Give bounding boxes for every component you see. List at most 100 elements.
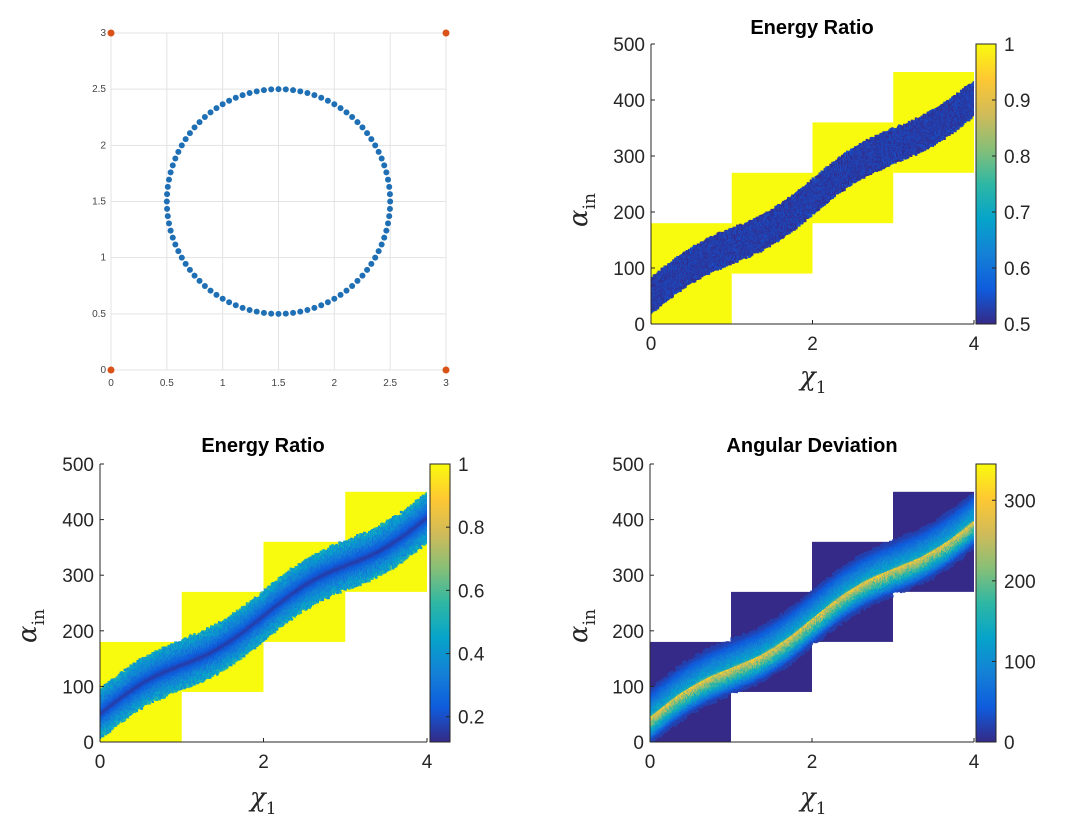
circle-point: [233, 95, 239, 101]
circle-point: [165, 213, 171, 219]
circle-point: [349, 283, 355, 289]
circle-point: [179, 142, 185, 148]
circle-point: [385, 220, 391, 226]
circle-point: [338, 105, 344, 111]
panel0-ytick-label: 0: [100, 365, 106, 376]
corner-point: [443, 30, 450, 37]
circle-point: [166, 220, 172, 226]
circle-point: [385, 177, 391, 183]
circle-point: [166, 177, 172, 183]
circle-point: [276, 311, 282, 317]
circle-point: [381, 235, 387, 241]
circle-point: [254, 309, 260, 315]
circle-point: [164, 191, 170, 197]
circle-point: [168, 169, 174, 175]
circle-point: [386, 213, 392, 219]
circle-point: [379, 156, 385, 162]
circle-point: [183, 136, 189, 142]
circle-point: [349, 114, 355, 120]
circle-point: [297, 309, 303, 315]
circle-point: [376, 248, 382, 254]
circle-point: [325, 299, 331, 305]
circle-point: [364, 267, 370, 273]
circle-point: [208, 109, 214, 115]
circle-point: [226, 98, 232, 104]
panel0-ytick-label: 1.5: [92, 197, 106, 208]
panel0-xtick-label: 1.5: [272, 378, 286, 389]
circle-point: [268, 311, 274, 317]
circle-point: [187, 130, 193, 136]
circle-point: [318, 95, 324, 101]
circle-point: [220, 296, 226, 302]
circle-point: [208, 288, 214, 294]
circle-point: [381, 162, 387, 168]
circle-point: [364, 130, 370, 136]
circle-point: [192, 124, 198, 130]
circle-point: [164, 206, 170, 212]
circle-point: [386, 184, 392, 190]
circle-point: [372, 142, 378, 148]
circle-point: [368, 136, 374, 142]
circle-point: [276, 86, 282, 92]
circle-point: [354, 119, 360, 125]
panel0-xtick-label: 3: [443, 378, 449, 389]
circle-point: [387, 199, 393, 205]
panel0-ytick-label: 3: [100, 28, 106, 39]
circle-point: [226, 299, 232, 305]
circle-point: [175, 248, 181, 254]
circle-point: [197, 119, 203, 125]
circle-point: [331, 296, 337, 302]
circle-point: [304, 307, 310, 313]
circle-point: [179, 255, 185, 261]
circle-point: [343, 288, 349, 294]
circle-point: [325, 98, 331, 104]
circle-point: [233, 302, 239, 308]
panel0-ytick-label: 0.5: [92, 309, 106, 320]
circle-point: [338, 292, 344, 298]
circle-point: [254, 88, 260, 94]
circle-point: [197, 278, 203, 284]
panel0-ytick-label: 2.5: [92, 84, 106, 95]
circle-point: [343, 109, 349, 115]
circle-point: [359, 273, 365, 279]
circle-point: [202, 283, 208, 289]
circle-point: [297, 88, 303, 94]
panel0-xtick-label: 0: [108, 378, 114, 389]
corner-point: [108, 367, 115, 374]
circle-point: [247, 307, 253, 313]
circle-point: [311, 305, 317, 311]
corner-point: [108, 30, 115, 37]
circle-point: [379, 241, 385, 247]
circle-point: [202, 114, 208, 120]
circle-point: [311, 92, 317, 98]
circle-point: [213, 292, 219, 298]
circle-point: [183, 261, 189, 267]
circle-point: [383, 169, 389, 175]
circle-point: [376, 149, 382, 155]
panel0-xtick-label: 1: [220, 378, 226, 389]
circle-point: [304, 90, 310, 96]
circle-point: [170, 162, 176, 168]
panel0-ytick-label: 2: [100, 140, 106, 151]
circle-point: [283, 311, 289, 317]
circle-point: [247, 90, 253, 96]
circle-point: [220, 101, 226, 107]
circle-point: [290, 87, 296, 93]
panel0-xtick-label: 0.5: [160, 378, 174, 389]
circle-point: [164, 199, 170, 205]
panel1-data: [650, 72, 976, 324]
circle-point: [383, 228, 389, 234]
circle-scatter-panel: 0 0.5 1 1.5 2 2.5 300.511.522.53: [92, 28, 449, 389]
circle-point: [165, 184, 171, 190]
circle-point: [290, 310, 296, 316]
circle-point: [187, 267, 193, 273]
corner-point: [443, 367, 450, 374]
circle-point: [240, 92, 246, 98]
circle-point: [372, 255, 378, 261]
circle-point: [170, 235, 176, 241]
circle-point: [368, 261, 374, 267]
circle-point: [240, 305, 246, 311]
circle-point: [168, 228, 174, 234]
